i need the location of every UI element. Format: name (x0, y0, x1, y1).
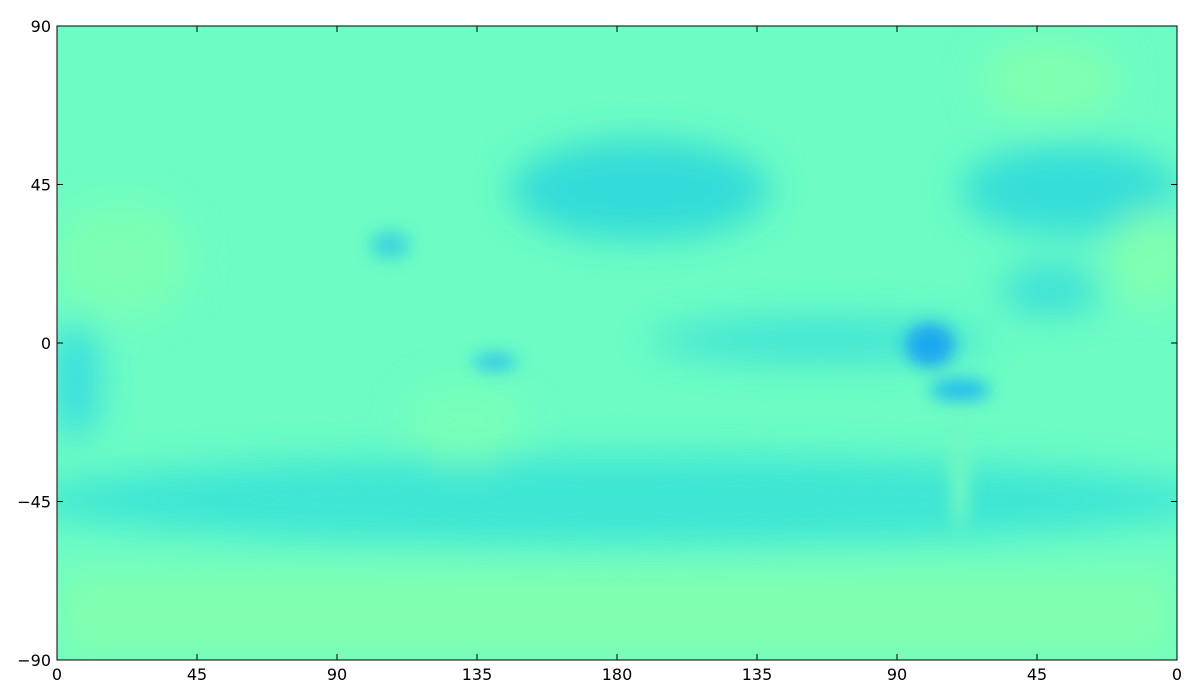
x-tick-label: 0 (1172, 665, 1182, 684)
x-tick-label: 135 (462, 665, 493, 684)
y-tick-label: 90 (31, 17, 51, 36)
x-tick-label: 135 (742, 665, 773, 684)
y-tick-label: 0 (41, 334, 51, 353)
y-tick-label: 45 (31, 176, 51, 195)
x-tick-label: 180 (602, 665, 633, 684)
x-tick-label: 90 (887, 665, 907, 684)
x-tick-label: 45 (187, 665, 207, 684)
x-tick-label: 0 (52, 665, 62, 684)
x-tick-label: 90 (327, 665, 347, 684)
field (57, 26, 1177, 660)
x-tick-label: 45 (1027, 665, 1047, 684)
y-tick-label: −90 (17, 651, 51, 670)
y-tick-label: −45 (17, 493, 51, 512)
